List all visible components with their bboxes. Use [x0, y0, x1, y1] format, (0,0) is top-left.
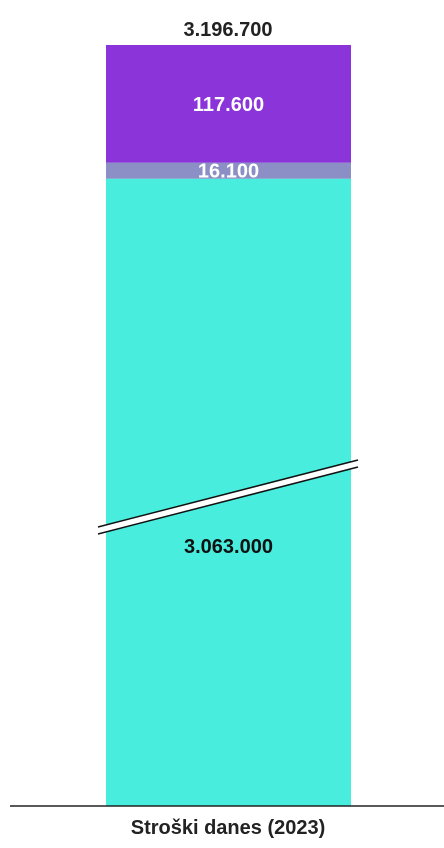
axis-break-line-upper: [97, 459, 359, 528]
axis-break-marker: [97, 459, 359, 535]
axis-break-gap: [98, 460, 358, 534]
data-labels: 3.063.000 16.100 117.600: [184, 94, 273, 558]
total-label: 3.196.700: [184, 19, 273, 41]
bar-segments: [106, 45, 351, 806]
category-label: Stroški danes (2023): [131, 817, 326, 839]
bar-segment-2: [106, 45, 351, 163]
bar-segment-1: [106, 162, 351, 179]
data-label-1: 16.100: [198, 161, 259, 183]
data-label-2: 117.600: [193, 94, 264, 116]
axis-break-line-lower: [97, 466, 359, 535]
data-label-0: 3.063.000: [184, 536, 273, 558]
bar-segment-0: [106, 178, 351, 806]
